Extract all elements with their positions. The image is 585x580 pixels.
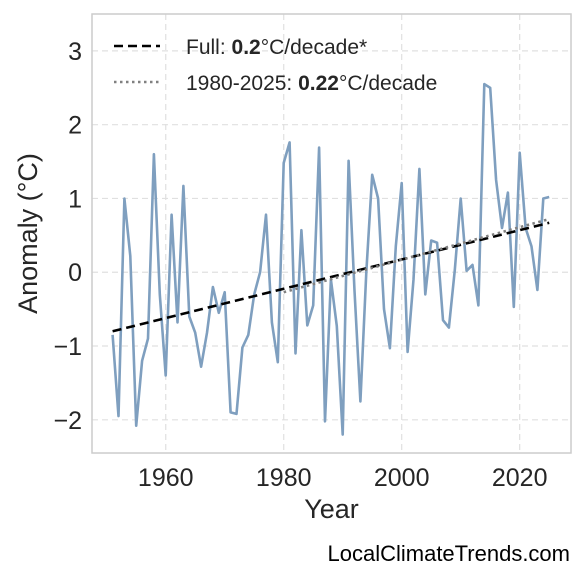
watermark-text: LocalClimateTrends.com xyxy=(328,541,571,566)
legend: Full: 0.2°C/decade* 1980-2025: 0.22°C/dec… xyxy=(114,36,437,95)
y-axis-title: Anomaly (°C) xyxy=(13,153,43,314)
legend-entry-label: 1980-2025: 0.22°C/decade xyxy=(186,72,437,95)
y-tick-label: 1 xyxy=(68,185,82,213)
legend-entry-label: Full: 0.2°C/decade* xyxy=(186,36,367,59)
grid-lines xyxy=(92,14,571,453)
y-axis-ticks: −2 −1 0 1 2 3 xyxy=(53,38,82,435)
y-tick-label: −1 xyxy=(53,333,82,361)
trend-line-recent xyxy=(283,217,550,294)
x-tick-label: 1960 xyxy=(138,464,194,492)
x-tick-label: 2020 xyxy=(492,464,548,492)
x-axis-title: Year xyxy=(304,494,359,524)
x-tick-label: 2000 xyxy=(374,464,430,492)
plot-frame xyxy=(91,13,572,454)
y-tick-label: 0 xyxy=(68,259,82,287)
anomaly-series-line xyxy=(111,82,550,436)
trend-line-full xyxy=(112,221,550,333)
y-tick-label: 3 xyxy=(68,38,82,66)
y-tick-label: −2 xyxy=(53,407,82,435)
x-tick-label: 1980 xyxy=(256,464,312,492)
y-tick-label: 2 xyxy=(68,112,82,140)
series-layer xyxy=(111,82,550,436)
x-axis-ticks: 1960 1980 2000 2020 xyxy=(138,464,548,492)
